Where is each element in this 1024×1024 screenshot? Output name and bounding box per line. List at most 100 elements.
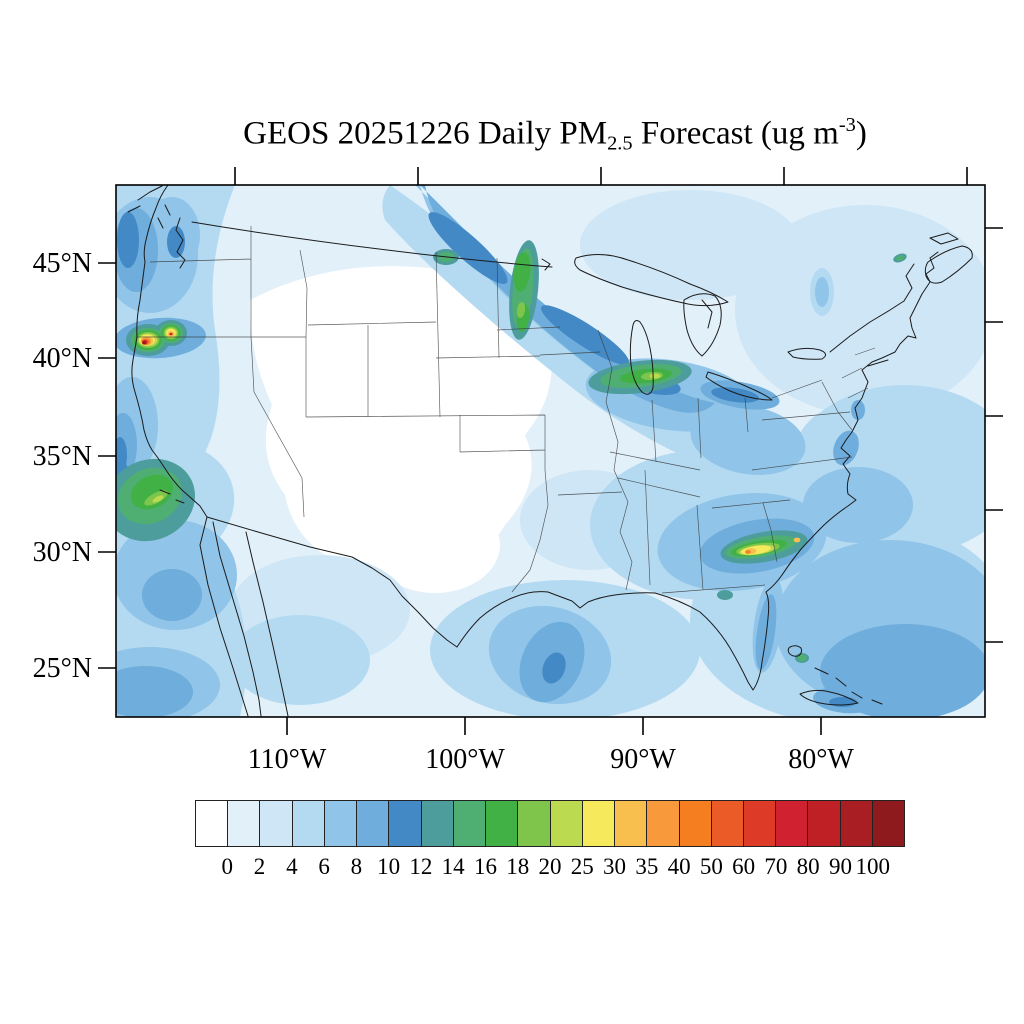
channel-islands — [159, 489, 185, 504]
axis-ticks — [98, 167, 1003, 735]
colorbar-segment — [871, 801, 905, 846]
title-text-middle: Forecast (ug m — [632, 115, 839, 152]
maritime-canada — [903, 232, 973, 302]
pm25-colorbar — [195, 800, 905, 847]
colorbar-segment — [259, 801, 292, 846]
long-island — [867, 359, 889, 367]
colorbar-tick-label: 90 — [828, 854, 852, 879]
contour-band — [851, 400, 865, 420]
colorbar-segment — [775, 801, 808, 846]
longitude-tick-label: 100°W — [425, 744, 505, 775]
contour-band — [815, 277, 829, 307]
latitude-tick-label: 40°N — [33, 343, 92, 374]
contour-band — [167, 226, 185, 258]
lake-superior — [574, 254, 729, 307]
contour-band — [152, 495, 164, 503]
colorbar-segment — [452, 801, 486, 846]
contour-band — [370, 497, 500, 593]
gulf-coast — [456, 591, 656, 648]
colorbar-tick-label: 40 — [667, 854, 691, 879]
longitude-tick-label: 80°W — [788, 744, 854, 775]
contour-band — [690, 405, 806, 475]
colorbar-tick-label: 6 — [318, 854, 330, 879]
colorbar-segment — [517, 801, 550, 846]
contour-band — [142, 569, 202, 621]
lake-huron — [683, 293, 722, 357]
title-text-suffix: ) — [855, 115, 867, 152]
contour-band — [829, 697, 857, 707]
colorbar-tick-label: 8 — [350, 854, 363, 879]
basemap-boundaries — [127, 185, 973, 717]
st-lawrence-river — [829, 300, 905, 353]
colorbar-tick-label: 14 — [441, 854, 465, 879]
contour-band — [797, 654, 807, 662]
lake-michigan — [629, 320, 654, 395]
contour-band — [540, 305, 630, 365]
colorbar-tick-label: 0 — [221, 854, 234, 879]
lake-erie — [705, 371, 773, 401]
contour-band — [711, 387, 759, 403]
colorbar-segment — [581, 801, 615, 846]
contour-band — [833, 430, 859, 466]
us-canada-border — [191, 221, 553, 268]
colorbar-segment — [614, 801, 647, 846]
contour-band — [142, 341, 146, 345]
colorbar-tick-label: 12 — [409, 854, 433, 879]
contour-band — [746, 550, 750, 554]
state-borders — [136, 226, 876, 594]
colorbar-tick-label: 2 — [253, 854, 266, 879]
pm25-contour-field — [116, 185, 985, 717]
colorbar-tick-label: 35 — [635, 854, 659, 879]
mexico-baja-and-gulf-of-california — [199, 516, 289, 717]
contour-band — [542, 652, 566, 684]
colorbar-segment — [227, 801, 260, 846]
colorbar-tick-label: 30 — [603, 854, 627, 879]
lake-okeechobee — [787, 645, 803, 657]
contour-band — [803, 467, 913, 543]
latitude-tick-label: 45°N — [33, 248, 92, 279]
colorbar-segment — [807, 801, 840, 846]
contour-band — [130, 474, 174, 510]
us-mexico-border — [206, 516, 458, 648]
colorbar-tick-label: 10 — [377, 854, 401, 879]
contour-band — [735, 205, 985, 415]
axis-tick-labels: 45°N 40°N 35°N 30°N 25°N 110°W 100°W 90°W 80°W — [33, 248, 855, 775]
colorbar-segment — [420, 801, 453, 846]
colorbar-tick-label: 50 — [699, 854, 723, 879]
cuba — [799, 689, 859, 706]
contour-band — [402, 294, 498, 346]
colorbar-tick-label: 20 — [538, 854, 562, 879]
colorbar-segment — [196, 801, 228, 846]
colorbar-tick-label: 16 — [473, 854, 497, 879]
contour-band — [428, 212, 508, 284]
contour-band — [249, 266, 552, 580]
figure-title: GEOS 20251226 Daily PM2.5 Forecast (ug m… — [90, 114, 1020, 155]
title-text: GEOS 20251226 Daily PM — [243, 115, 608, 152]
colorbar-segment — [388, 801, 421, 846]
east-coast — [781, 251, 939, 576]
contour-band — [230, 615, 370, 705]
contour-band — [169, 332, 173, 336]
contour-band — [755, 594, 777, 670]
colorbar-tick-label: 4 — [286, 854, 298, 879]
contour-band — [717, 590, 733, 600]
contour-band — [513, 252, 531, 292]
colorbar-segment — [646, 801, 679, 846]
longitude-tick-label: 110°W — [248, 744, 327, 775]
colorbar-tick-label: 25 — [570, 854, 594, 879]
puget-sound-and-islands — [127, 185, 186, 269]
west-coast — [131, 185, 208, 518]
latitude-tick-label: 30°N — [33, 537, 92, 568]
contour-band — [793, 537, 801, 543]
contour-band — [649, 373, 661, 379]
contour-band — [117, 212, 139, 268]
colorbar-segment — [323, 801, 357, 846]
colorbar-segment — [356, 801, 389, 846]
contour-band — [516, 302, 526, 318]
title-subscript: 2.5 — [607, 132, 633, 155]
title-superscript: -3 — [838, 114, 856, 136]
colorbar-tick-label: 80 — [796, 854, 820, 879]
colorbar-tick-label: 70 — [764, 854, 788, 879]
